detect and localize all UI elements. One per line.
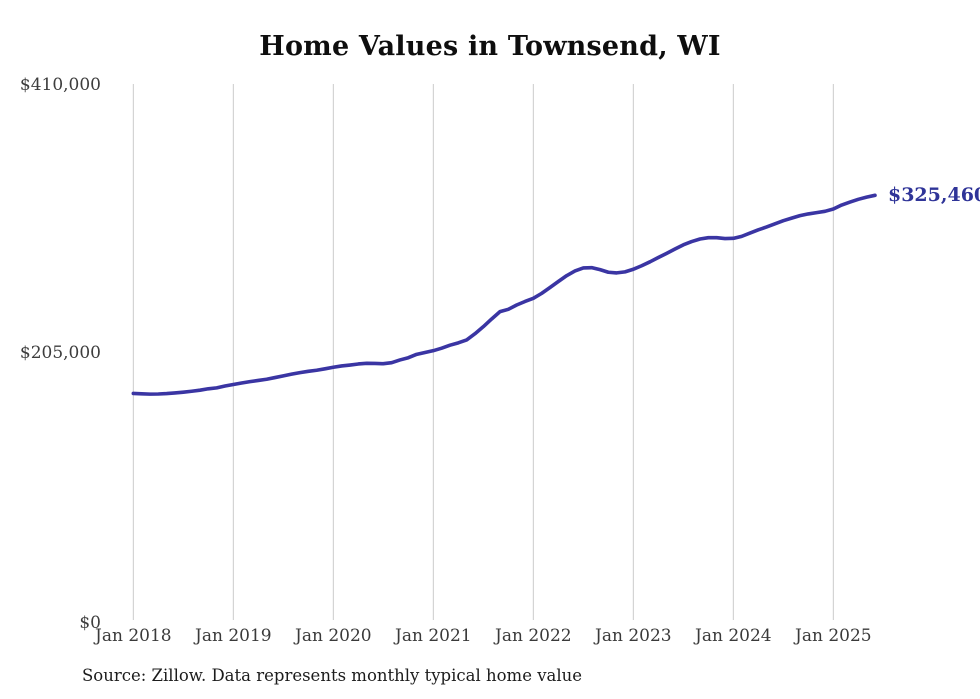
x-tick-label: Jan 2025 — [795, 626, 872, 646]
home-value-line — [131, 193, 877, 396]
current-value-label: $325,460 — [887, 184, 980, 207]
x-tick-label: Jan 2023 — [595, 626, 672, 646]
source-note: Source: Zillow. Data represents monthly … — [82, 666, 583, 685]
x-tick-label: Jan 2021 — [395, 626, 472, 646]
y-tick-label: $205,000 — [19, 342, 101, 363]
y-tick-label: $0 — [79, 613, 101, 633]
x-tick-label: Jan 2018 — [95, 626, 172, 646]
x-tick-label: Jan 2019 — [195, 626, 272, 646]
x-tick-label: Jan 2020 — [295, 626, 372, 646]
x-tick-label: Jan 2024 — [695, 626, 772, 646]
x-tick-label: Jan 2022 — [495, 626, 572, 646]
y-tick-label: $410,000 — [19, 75, 101, 95]
chart-title: Home Values in Townsend, WI — [259, 31, 721, 62]
